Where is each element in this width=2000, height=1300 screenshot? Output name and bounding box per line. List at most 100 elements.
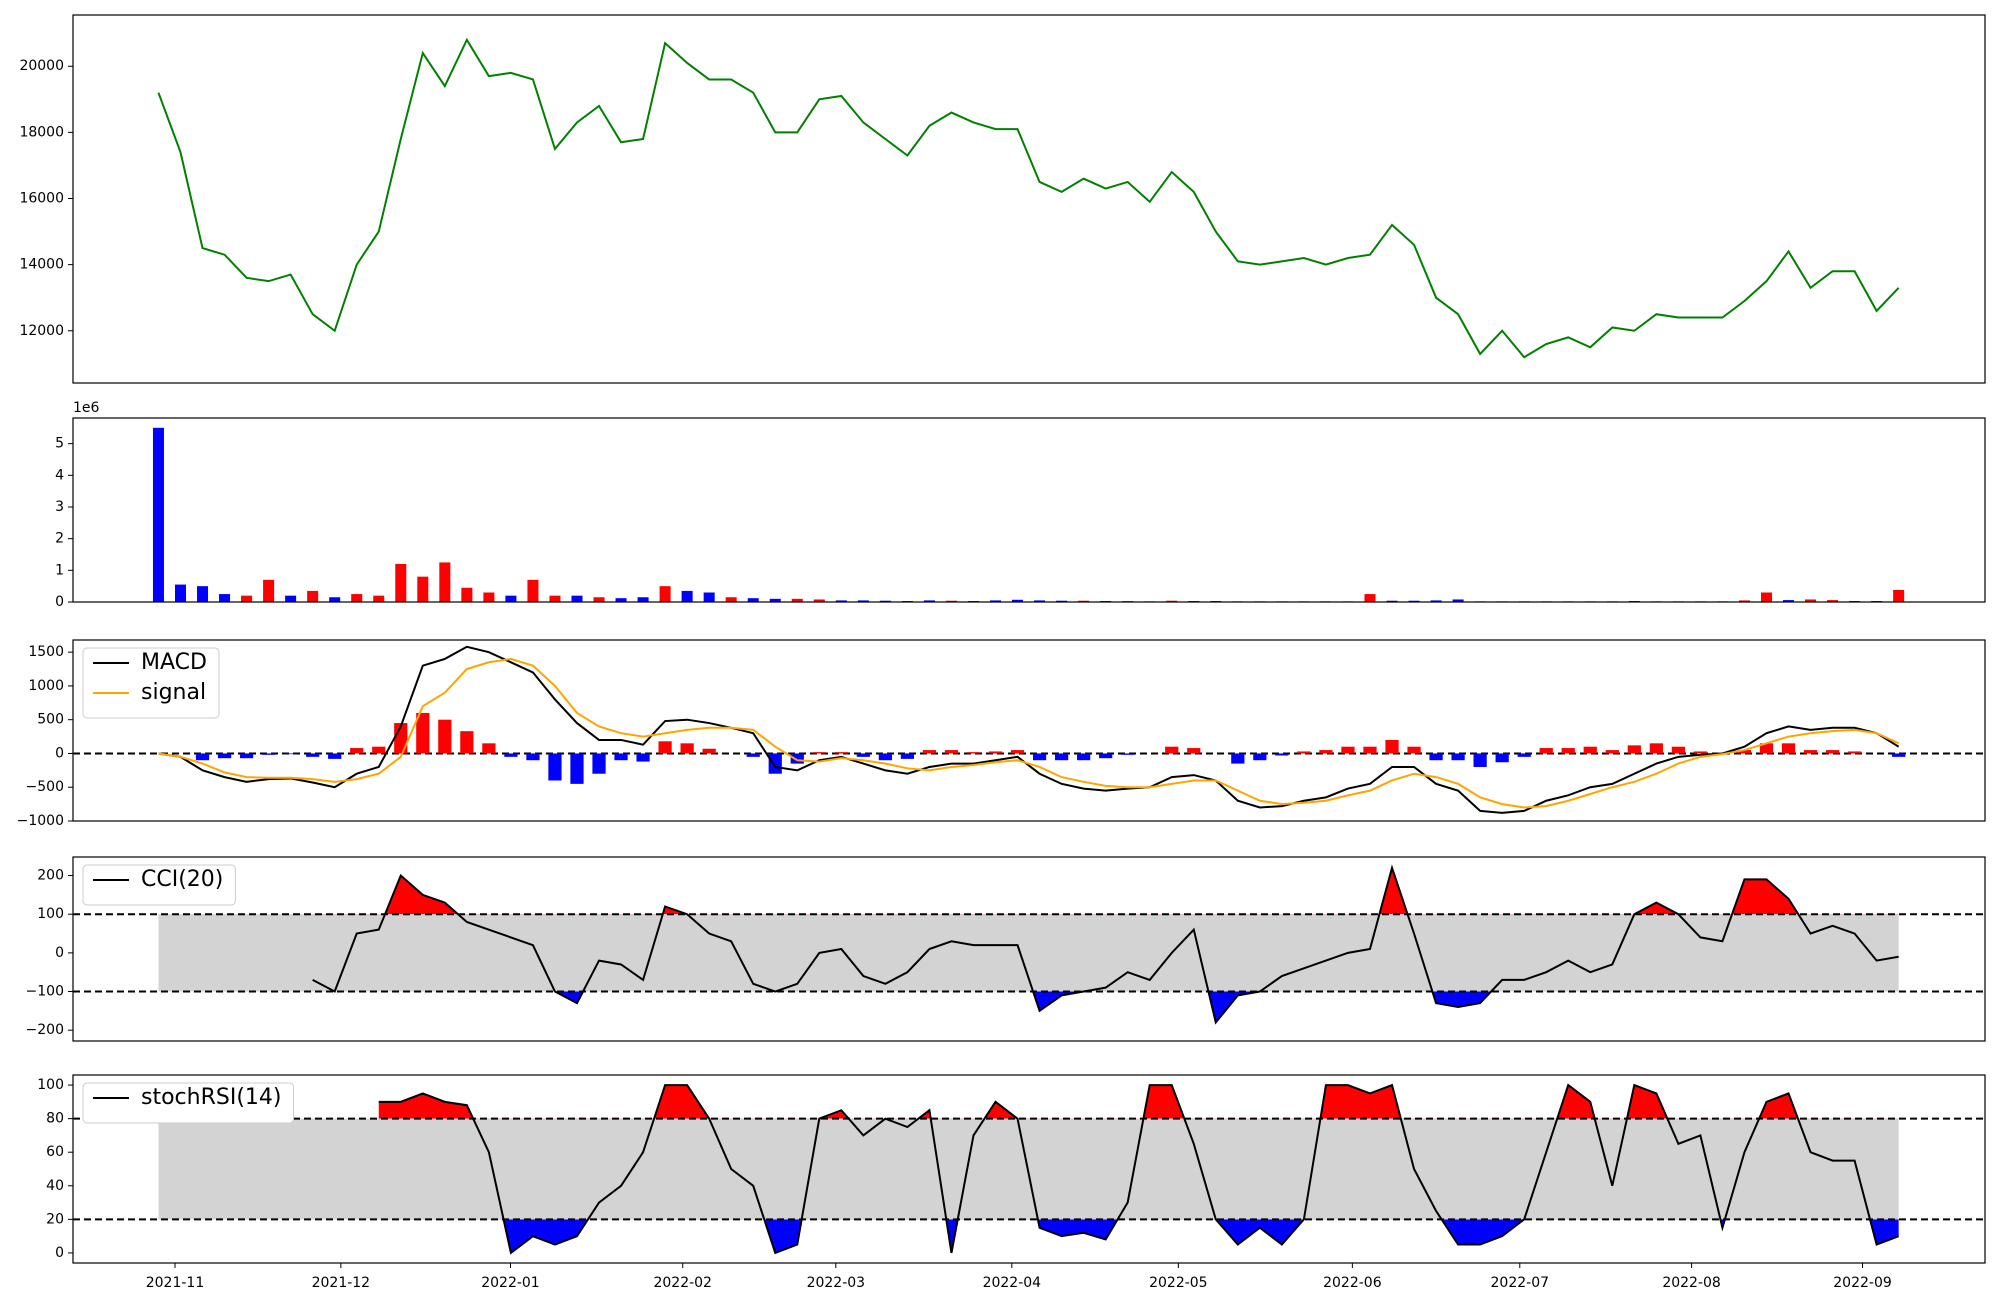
- histogram-bar: [284, 753, 298, 755]
- y-tick-label: 20: [46, 1211, 64, 1227]
- bar: [769, 598, 781, 602]
- legend: stochRSI(14): [82, 1082, 294, 1124]
- bar: [835, 600, 847, 602]
- histogram-bar: [1561, 748, 1575, 754]
- bar: [1034, 600, 1046, 602]
- legend: MACD signal: [82, 647, 220, 719]
- histogram-bar: [1077, 753, 1091, 761]
- bar: [527, 579, 539, 602]
- axes-frame: [72, 14, 1986, 384]
- histogram-bar: [1847, 751, 1862, 754]
- bar: [1056, 600, 1068, 602]
- x-tick-label: 2022-03: [807, 1275, 866, 1291]
- legend-box: [82, 864, 236, 906]
- bar: [857, 600, 869, 602]
- histogram-bar: [1165, 746, 1179, 754]
- histogram-bar: [1451, 753, 1465, 761]
- histogram-bar: [1495, 753, 1509, 763]
- bar: [747, 598, 759, 602]
- histogram-bar: [1583, 746, 1597, 754]
- x-tick-label: 2022-08: [1662, 1275, 1721, 1291]
- bar: [1078, 600, 1090, 602]
- y-tick-label: 0: [55, 745, 64, 761]
- axes-frame: [72, 417, 1986, 603]
- axes-frame: [72, 1074, 1986, 1264]
- histogram-bar: [1121, 753, 1135, 755]
- y-tick-label: 100: [37, 1077, 64, 1093]
- bar: [483, 592, 495, 602]
- histogram-bar: [261, 753, 276, 755]
- histogram-bar: [790, 753, 804, 764]
- histogram-bar: [526, 753, 540, 761]
- histogram-bar: [636, 753, 650, 762]
- x-tick-label: 2022-01: [481, 1275, 540, 1291]
- histogram-bar: [1385, 739, 1399, 754]
- bar: [1783, 600, 1795, 602]
- bar: [285, 595, 297, 602]
- histogram-bar: [504, 753, 518, 757]
- plot-area: [157, 37, 1900, 359]
- line: [158, 645, 1900, 814]
- y-tick-label: 2: [55, 531, 64, 547]
- legend-box: [82, 647, 220, 719]
- y-tick-label: 40: [46, 1178, 64, 1194]
- y-tick-label: 100: [37, 906, 64, 922]
- histogram-bar: [1032, 753, 1047, 761]
- plot-area: [73, 1083, 1985, 1255]
- histogram-bar: [217, 753, 232, 759]
- x-tick-label: 2022-09: [1833, 1275, 1892, 1291]
- line: [157, 37, 1900, 359]
- y-tick-label: 60: [46, 1144, 64, 1160]
- y-tick-label: 18000: [19, 124, 64, 140]
- histogram-bar: [1054, 753, 1069, 761]
- histogram-bar: [1781, 743, 1796, 754]
- bar: [152, 427, 164, 602]
- x-tick-label: 2022-02: [653, 1275, 712, 1291]
- histogram-bar: [416, 712, 430, 754]
- line: [158, 657, 1900, 809]
- offset-label: 1e6: [73, 400, 100, 416]
- y-tick-label: 5: [55, 436, 64, 452]
- bar: [1386, 600, 1398, 602]
- histogram-bar: [1319, 750, 1333, 754]
- bar: [703, 592, 715, 602]
- bar: [263, 579, 275, 602]
- histogram-bar: [328, 753, 342, 759]
- x-tick-label: 2022-04: [983, 1275, 1042, 1291]
- bar: [329, 597, 341, 602]
- histogram-bar: [768, 753, 782, 774]
- x-tick-label: 2021-12: [312, 1275, 371, 1291]
- x-tick-label: 2021-11: [146, 1275, 205, 1291]
- histogram-bar: [239, 753, 254, 759]
- histogram-bar: [1539, 748, 1553, 754]
- histogram-bar: [1649, 743, 1663, 754]
- legend-label: signal: [141, 680, 206, 705]
- histogram-bar: [570, 753, 584, 784]
- bar: [1827, 600, 1839, 602]
- histogram-bar: [1825, 750, 1840, 754]
- histogram-bar: [350, 748, 364, 754]
- histogram-bar: [1517, 753, 1531, 757]
- bar: [813, 599, 825, 602]
- bar: [241, 595, 253, 602]
- line: [378, 1083, 1900, 1255]
- bar: [197, 586, 209, 602]
- bar: [439, 562, 451, 602]
- histogram-bar: [1671, 746, 1685, 754]
- histogram-bar: [438, 719, 452, 754]
- histogram-bar: [988, 751, 1003, 754]
- histogram-bar: [482, 743, 496, 754]
- axes-frame: [72, 856, 1986, 1042]
- histogram-bar: [1892, 753, 1906, 757]
- bar: [1805, 599, 1817, 602]
- bar: [417, 576, 429, 602]
- y-tick-label: 0: [55, 945, 64, 961]
- histogram-bar: [1099, 753, 1113, 759]
- plot-area: [73, 864, 1985, 1025]
- bar: [637, 597, 649, 602]
- histogram-bar: [195, 753, 210, 761]
- histogram-bar: [1473, 753, 1487, 767]
- bar: [990, 600, 1002, 602]
- bar: [681, 590, 693, 602]
